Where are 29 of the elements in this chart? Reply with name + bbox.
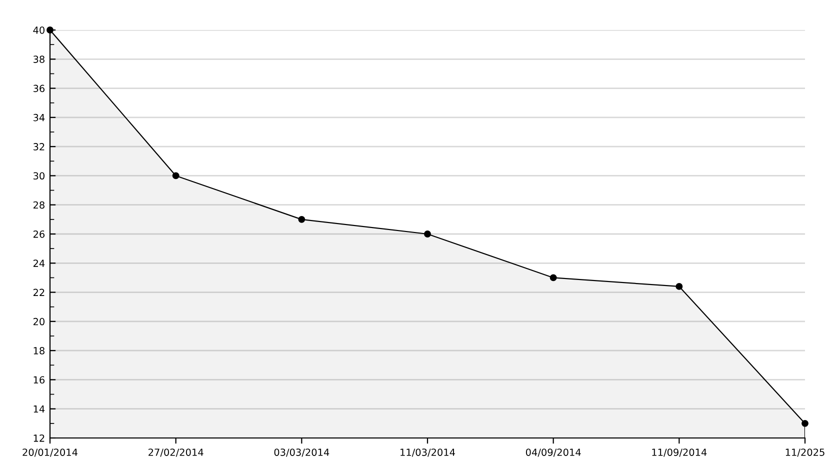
y-tick-label: 32 <box>34 143 44 150</box>
y-tick-label: 28 <box>33 201 44 209</box>
point <box>46 26 54 34</box>
x-tick-label: 27/02/2014 <box>148 448 204 457</box>
y-tick-label: 36 <box>34 84 45 92</box>
point <box>802 420 808 427</box>
y-tick-label: 22 <box>33 288 44 296</box>
y-tick-label: 14 <box>34 405 45 413</box>
y-tick-label: 16 <box>34 376 45 384</box>
x-tick-label: 20/01/2014 <box>22 448 78 457</box>
y-tick-label: 12 <box>34 434 44 442</box>
y-tick-label: 34 <box>34 114 45 122</box>
y-tick-label: 38 <box>34 56 44 63</box>
y-tick-label: 40 <box>33 26 44 34</box>
point <box>424 230 431 238</box>
x-tick-label: 03/03/2014 <box>274 448 330 457</box>
y-tick-label: 26 <box>33 230 45 238</box>
y-tick-label: 24 <box>33 260 45 267</box>
x-tick-label: 11/09/2014 <box>652 448 707 457</box>
y-tick-label: 18 <box>34 347 44 354</box>
point <box>676 282 683 290</box>
y-tick-label: 20 <box>33 318 44 326</box>
x-tick-label: 04/09/2014 <box>526 448 581 457</box>
point <box>172 172 180 180</box>
point <box>298 216 306 223</box>
x-tick-label: 11/2025 <box>786 448 824 457</box>
point <box>550 274 557 282</box>
x-tick-label: 11/03/2014 <box>400 448 455 457</box>
y-tick-label: 30 <box>34 172 44 180</box>
